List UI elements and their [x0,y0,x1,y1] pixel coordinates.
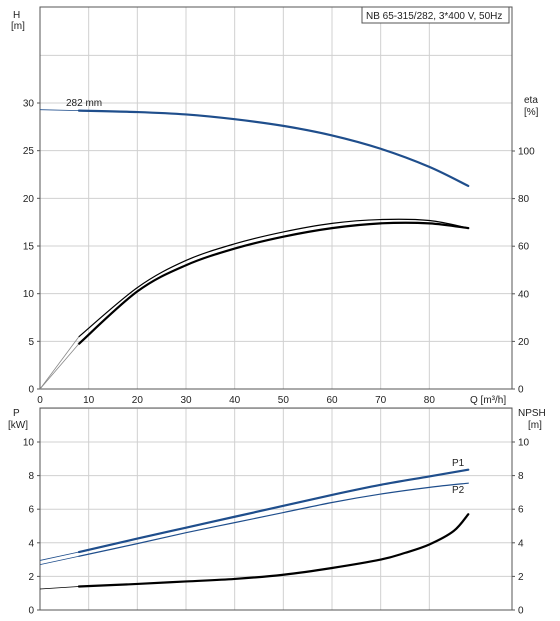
efficiency-curve-thin-extension [39,336,80,390]
efficiency-curve-thick [77,221,470,345]
bottom-right-axis-label-line1: NPSH [518,408,546,419]
top-right-axis-label-line2: [%] [524,107,539,118]
bottom-right-tick-label: 0 [518,606,524,617]
head-curve-282mm [77,109,470,188]
power-curve-p1 [77,468,470,554]
bottom-right-tick-label: 2 [518,572,524,583]
top-left-tick-label: 15 [23,242,35,253]
bottom-left-tick-label: 10 [23,438,35,449]
top-x-tick-label: 60 [326,395,338,406]
chart-title-box: NB 65-315/282, 3*400 V, 50Hz [361,6,510,24]
bottom-right-tick-label: 8 [518,471,524,482]
top-x-tick-label: 70 [375,395,387,406]
efficiency-curve-thin [78,218,469,338]
top-x-tick-label: 0 [37,395,43,406]
power-curve-p2-extension [39,555,80,566]
top-x-tick-label: 20 [132,395,144,406]
top-x-tick-label: 30 [180,395,192,406]
bottom-left-tick-label: 2 [28,572,34,583]
top-x-tick-label: 50 [278,395,290,406]
top-right-tick-label: 60 [518,242,530,253]
bottom-left-axis-label-line1: P [13,408,20,419]
axes-layer [37,6,515,611]
top-left-tick-label: 10 [23,289,35,300]
curves-layer [39,109,470,590]
top-left-axis-label-line2: [m] [11,21,25,32]
bottom-right-tick-label: 10 [518,438,530,449]
top-left-tick-label: 25 [23,146,35,157]
top-left-axis-label-line1: H [13,10,20,21]
npsh-curve [77,513,470,588]
top-right-tick-label: 80 [518,194,530,205]
top-x-tick-label: 40 [229,395,241,406]
head-curve-extension [39,109,79,112]
impeller-diameter-annotation: 282 mm [66,98,102,109]
bottom-right-axis-label-line2: [m] [528,420,542,431]
bottom-right-tick-label: 6 [518,505,524,516]
top-left-tick-label: 0 [28,385,34,396]
top-x-axis-label: Q [m³/h] [470,395,506,406]
bottom-left-tick-label: 0 [28,606,34,617]
top-left-tick-label: 5 [28,337,34,348]
top-right-tick-label: 20 [518,337,530,348]
bottom-left-tick-label: 8 [28,471,34,482]
npsh-curve-extension [39,586,79,590]
chart-title: NB 65-315/282, 3*400 V, 50Hz [366,11,502,22]
top-right-tick-label: 0 [518,385,524,396]
top-left-tick-label: 30 [23,99,35,110]
top-right-axis-label-line1: eta [524,95,538,106]
power-curve-p1-extension [39,551,80,561]
bottom-left-tick-label: 4 [28,538,34,549]
top-x-tick-label: 80 [424,395,436,406]
efficiency-curve-extension [39,343,80,390]
top-right-tick-label: 40 [518,289,530,300]
series-label-p1: P1 [452,458,465,469]
top-x-tick-label: 10 [83,395,95,406]
text-layer: H [m] eta [%] P [kW] NPSH [m] 282 mm P1 … [8,10,546,617]
series-label-p2: P2 [452,485,465,496]
power-curve-p2 [78,482,469,557]
top-left-tick-label: 20 [23,194,35,205]
chart-title-frame [361,6,510,24]
bottom-left-axis-label-line2: [kW] [8,420,28,431]
top-right-tick-label: 100 [518,147,535,158]
bottom-left-tick-label: 6 [28,505,34,516]
bottom-right-tick-label: 4 [518,538,524,549]
